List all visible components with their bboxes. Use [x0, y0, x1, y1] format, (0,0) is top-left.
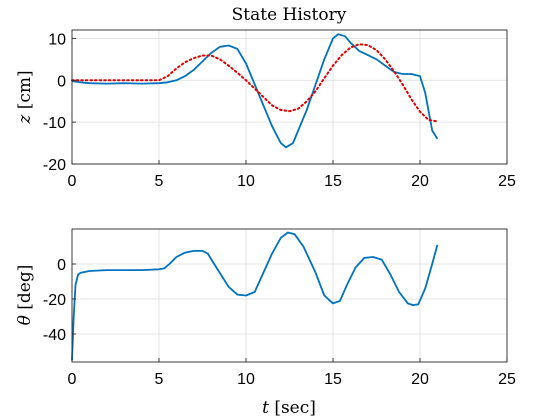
- theta-series: [71, 231, 439, 361]
- z-axis-unit: [cm]: [15, 70, 35, 109]
- z-xtick-label: 25: [498, 173, 516, 190]
- z-ytick-label: 10: [48, 31, 66, 48]
- t-axis-label: t [sec]: [262, 398, 316, 418]
- z-subplot: 0 5 10 15 20 25 -20 -10 0 10 State History z [cm]: [15, 5, 516, 190]
- theta-axis-unit: [deg]: [15, 265, 35, 310]
- theta-xtick-label: 15: [324, 371, 342, 388]
- z-xtick-label: 5: [155, 173, 164, 190]
- theta-axis-symbol: θ: [15, 315, 35, 325]
- theta-xtick-label: 20: [411, 371, 429, 388]
- z-xtick-label: 0: [68, 173, 77, 190]
- z-ytick-label: -10: [43, 115, 66, 132]
- z-ytick-label: 0: [57, 73, 66, 90]
- theta-xtick-label: 10: [237, 371, 255, 388]
- z-ticks: 0 5 10 15 20 25 -20 -10 0 10: [43, 31, 516, 190]
- theta-ytick-label: -40: [43, 327, 66, 344]
- z-reference-line: [71, 43, 439, 123]
- theta-axis-label: θ [deg]: [15, 265, 35, 326]
- theta-axes-frame: [71, 228, 508, 363]
- theta-subplot: 0 5 10 15 20 25 -40 -20 0 θ [deg] t [sec]: [15, 228, 516, 418]
- z-series: [71, 33, 439, 149]
- theta-xtick-label: 5: [155, 371, 164, 388]
- theta-xtick-label: 25: [498, 371, 516, 388]
- z-measured-line: [71, 33, 439, 149]
- t-axis-unit: [sec]: [274, 398, 316, 418]
- theta-xtick-label: 0: [68, 371, 77, 388]
- theta-grid: [71, 229, 508, 362]
- z-axis-label: z [cm]: [15, 70, 35, 124]
- theta-measured-line: [71, 231, 439, 361]
- z-grid: [71, 30, 508, 165]
- z-xtick-label: 10: [237, 173, 255, 190]
- theta-ticks: 0 5 10 15 20 25 -40 -20 0: [43, 257, 516, 388]
- z-axis-symbol: z: [15, 114, 35, 125]
- z-xtick-label: 20: [411, 173, 429, 190]
- theta-ytick-label: 0: [57, 257, 66, 274]
- z-ytick-label: -20: [43, 157, 66, 174]
- z-xtick-label: 15: [324, 173, 342, 190]
- chart-title: State History: [232, 5, 347, 25]
- z-axes-frame: [71, 29, 508, 165]
- t-axis-symbol: t: [262, 398, 269, 418]
- theta-ytick-label: -20: [43, 292, 66, 309]
